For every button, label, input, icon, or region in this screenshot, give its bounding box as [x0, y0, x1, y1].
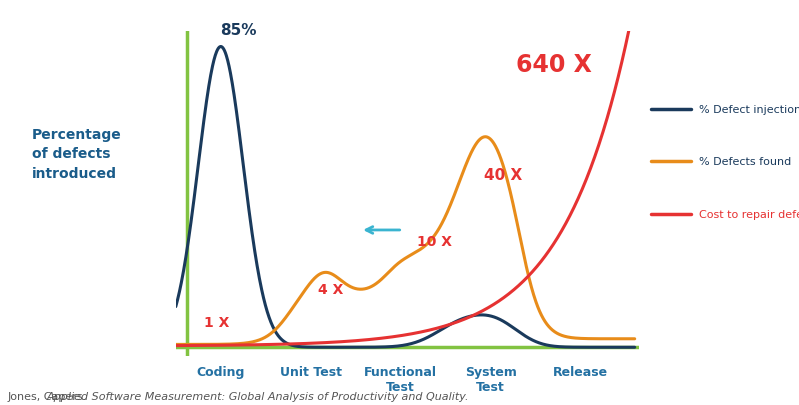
Text: 40 X: 40 X — [483, 167, 522, 182]
Text: Jones, Capers.: Jones, Capers. — [8, 391, 91, 401]
Text: Applied Software Measurement: Global Analysis of Productivity and Quality.: Applied Software Measurement: Global Ana… — [46, 391, 469, 401]
Text: 640 X: 640 X — [516, 52, 591, 77]
Text: 4 X: 4 X — [318, 282, 344, 296]
Text: 10 X: 10 X — [417, 234, 452, 248]
Text: Percentage
of defects
introduced: Percentage of defects introduced — [32, 128, 121, 180]
Text: 85%: 85% — [221, 23, 257, 38]
Text: Cost to repair defect: Cost to repair defect — [699, 210, 799, 220]
Text: 1 X: 1 X — [204, 315, 229, 329]
Text: % Defects found: % Defects found — [699, 157, 791, 167]
Text: % Defect injection: % Defect injection — [699, 104, 799, 114]
